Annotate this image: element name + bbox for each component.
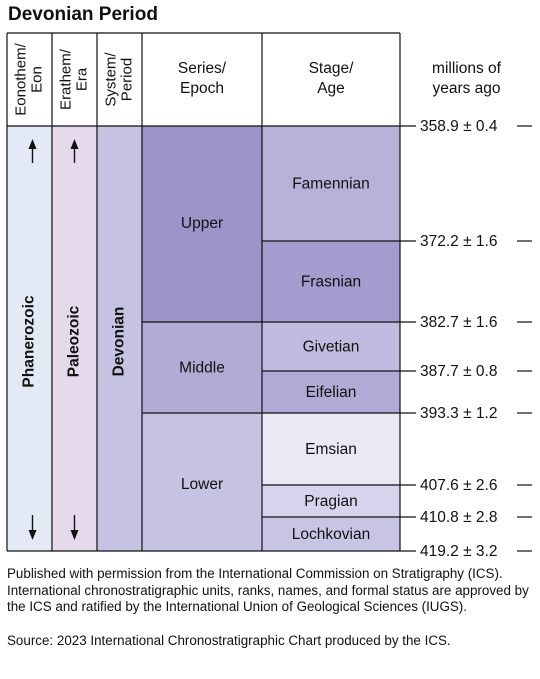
stage-label-eifelian: Eifelian [306, 384, 357, 401]
stage-label-givetian: Givetian [303, 339, 360, 356]
series-upper-cell [142, 126, 262, 322]
age-label-background [416, 542, 513, 560]
permission-note: Published with permission from the Inter… [7, 566, 529, 615]
era-down-arrow-icon-head [70, 530, 79, 540]
series-lower-cell [142, 413, 262, 551]
age-label: 372.2 ± 1.6 [420, 233, 497, 250]
age-label: 382.7 ± 1.6 [420, 314, 497, 331]
header-series-line2: Epoch [180, 80, 224, 97]
eon-up-arrow-icon-head [28, 139, 37, 149]
age-label-background [416, 313, 513, 331]
stage-label-emsian: Emsian [305, 441, 357, 458]
age-label: 407.6 ± 2.6 [420, 477, 497, 494]
series-label-lower: Lower [181, 476, 223, 493]
header-age-line1: millions of [432, 60, 502, 77]
era-label: Paleozoic [66, 305, 83, 377]
age-label-background [416, 362, 513, 380]
header-eon-line2: Eon [28, 66, 45, 93]
header-series-line1: Series/ [178, 60, 227, 77]
stage-cell-lochkovian [262, 517, 400, 551]
stage-label-lochkovian: Lochkovian [292, 526, 370, 543]
header-stage-line1: Stage/ [309, 60, 355, 77]
stage-cell-eifelian [262, 371, 400, 413]
period-label: Devonian [111, 307, 128, 377]
stage-label-famennian: Famennian [292, 176, 370, 193]
series-middle-cell [142, 322, 262, 413]
eon-cell [7, 126, 52, 551]
header-stage-line2: Age [317, 80, 345, 97]
header-period-line2: Period [118, 58, 135, 101]
stage-label-pragian: Pragian [304, 493, 357, 510]
stage-cell-givetian [262, 322, 400, 371]
stage-cell-frasnian [262, 241, 400, 322]
age-label-background [416, 117, 513, 135]
age-label: 393.3 ± 1.2 [420, 405, 497, 422]
source-note: Source: 2023 International Chronostratig… [7, 632, 451, 648]
header-eon-line1: Eonothem/ [12, 42, 29, 115]
period-cell [97, 126, 142, 551]
header-era-line1: Erathem/ [57, 48, 74, 110]
stage-cell-pragian [262, 485, 400, 517]
era-cell [52, 126, 97, 551]
age-label-background [416, 508, 513, 526]
series-label-upper: Upper [181, 215, 223, 232]
era-up-arrow-icon-head [70, 139, 79, 149]
age-label: 419.2 ± 3.2 [420, 543, 497, 560]
age-label-background [416, 404, 513, 422]
age-label: 410.8 ± 2.8 [420, 509, 497, 526]
stage-label-frasnian: Frasnian [301, 274, 361, 291]
age-label-background [416, 232, 513, 250]
series-label-middle: Middle [179, 360, 225, 377]
chart-title: Devonian Period [8, 4, 158, 25]
age-label-background [416, 476, 513, 494]
header-period-line1: System/ [102, 52, 119, 107]
age-label: 387.7 ± 0.8 [420, 363, 497, 380]
eon-down-arrow-icon-head [28, 530, 37, 540]
stage-cell-famennian [262, 126, 400, 241]
stage-cell-emsian [262, 413, 400, 485]
age-label: 358.9 ± 0.4 [420, 118, 498, 135]
caption-block: Published with permission from the Inter… [7, 566, 533, 649]
eon-label: Phanerozoic [21, 295, 38, 388]
header-age-line2: years ago [432, 80, 500, 97]
header-era-line2: Era [73, 67, 90, 91]
time-scale-chart: Eonothem/Eon Erathem/Era System/Period Seri… [6, 32, 532, 560]
